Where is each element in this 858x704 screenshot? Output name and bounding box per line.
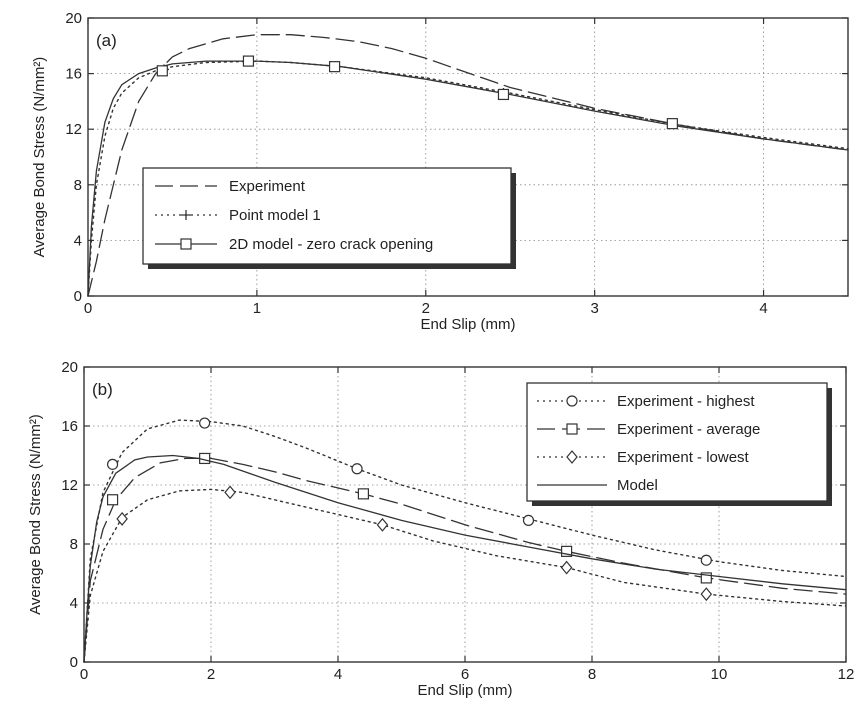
panel-a-y-tick-label: 16 [65, 66, 82, 83]
panel-a-series-3-line [87, 60, 849, 297]
panel-a-y-tick-label: 0 [74, 288, 82, 305]
panel-b-x-tick-label: 0 [80, 666, 88, 683]
panel-a-y-tick-label: 12 [65, 121, 82, 138]
panel-a-x-tick-label: 4 [759, 300, 767, 317]
panel-a-legend-marker [180, 238, 192, 250]
panel-b-series-1-marker [522, 514, 535, 527]
panel-b-y-tick-label: 4 [70, 595, 78, 612]
panel-b-x-tick-label: 6 [461, 666, 469, 683]
panel-b-label: (b) [92, 380, 113, 399]
panel-b-series-2-marker [560, 545, 573, 557]
panel-a-x-axis-label: End Slip (mm) [420, 316, 515, 333]
panel-b-y-tick-label: 16 [61, 418, 78, 435]
panel-b-x-tick-label: 10 [711, 666, 728, 683]
panel-b-y-axis-label: Average Bond Stress (N/mm²) [27, 414, 44, 615]
panel-b-legend-marker [566, 395, 578, 407]
panel-a-x-tick-label: 2 [422, 300, 430, 317]
panel-b-series-3-marker [560, 560, 573, 575]
panel-a-legend-label: Experiment [229, 178, 306, 195]
panel-a-series-3-marker [328, 61, 341, 73]
panel-b-y-tick-label: 20 [61, 359, 78, 376]
panel-b-series-1-marker [351, 463, 363, 475]
panel-a-series-3-marker [242, 55, 255, 67]
panel-b-series-2-marker [700, 572, 712, 584]
panel-a-series-1-line [87, 34, 849, 297]
panel-a-series-3-marker [497, 88, 510, 101]
panel-a-x-tick-label: 1 [253, 300, 261, 317]
panel-b-legend-label: Model [617, 477, 658, 494]
panel-b-series-3-line [83, 488, 847, 663]
panel-a-legend-label: Point model 1 [229, 207, 321, 224]
panel-a-y-tick-label: 8 [74, 177, 82, 194]
panel-a-label: (a) [96, 31, 117, 50]
panel-b-series-3-marker [376, 517, 389, 532]
panel-b-x-tick-label: 2 [207, 666, 215, 683]
panel-b-legend-label: Experiment - lowest [617, 449, 750, 466]
panel-b-y-tick-label: 8 [70, 536, 78, 553]
panel-b-x-tick-label: 12 [838, 666, 855, 683]
panel-b-legend-marker [566, 423, 578, 435]
panel-b-series-3-marker [700, 587, 713, 602]
panel-b-series-2-marker [357, 488, 369, 500]
panel-a-x-tick-label: 0 [84, 300, 92, 317]
panel-b-legend-label: Experiment - average [617, 421, 760, 438]
panel-b-series-3-marker [224, 485, 236, 500]
panel-b-y-tick-label: 12 [61, 477, 78, 494]
panel-a-y-axis-label: Average Bond Stress (N/mm²) [31, 57, 48, 258]
panel-b-y-tick-label: 0 [70, 654, 78, 671]
panel-b-series-1-line [83, 419, 847, 663]
panel-a-series-2-line [87, 60, 849, 297]
panel-a-legend-marker [181, 210, 191, 220]
panel-b-series-1-marker [106, 458, 119, 470]
panel-a-y-tick-label: 4 [74, 232, 82, 249]
panel-b-series-2-marker [106, 494, 119, 506]
panel-b-series-1-marker [199, 417, 211, 429]
panel-a-legend-label: 2D model - zero crack opening [229, 236, 433, 253]
panel-a-series-3-marker [666, 118, 678, 130]
panel-b-legend-marker [566, 450, 578, 464]
panel-b-x-axis-label: End Slip (mm) [417, 682, 512, 699]
panel-a-y-tick-label: 20 [65, 10, 82, 27]
panel-b-series-3-marker [116, 511, 128, 526]
panel-b-series-2-line [83, 457, 847, 663]
panel-a-series-3-marker [156, 65, 168, 77]
panel-b: 0 2 4 6 8 10 12 0 4 8 12 16 20 End Slip (mm) Average B… [27, 359, 854, 699]
panel-a-x-tick-label: 3 [590, 300, 598, 317]
panel-b-series-1-marker [700, 554, 712, 566]
panel-b-series-4-line [83, 454, 847, 663]
panel-b-x-tick-label: 4 [334, 666, 342, 683]
panel-b-x-tick-label: 8 [588, 666, 596, 683]
panel-b-legend-label: Experiment - highest [617, 393, 755, 410]
panel-a-legend-box [142, 167, 512, 265]
panel-a-plot-frame [87, 17, 849, 297]
